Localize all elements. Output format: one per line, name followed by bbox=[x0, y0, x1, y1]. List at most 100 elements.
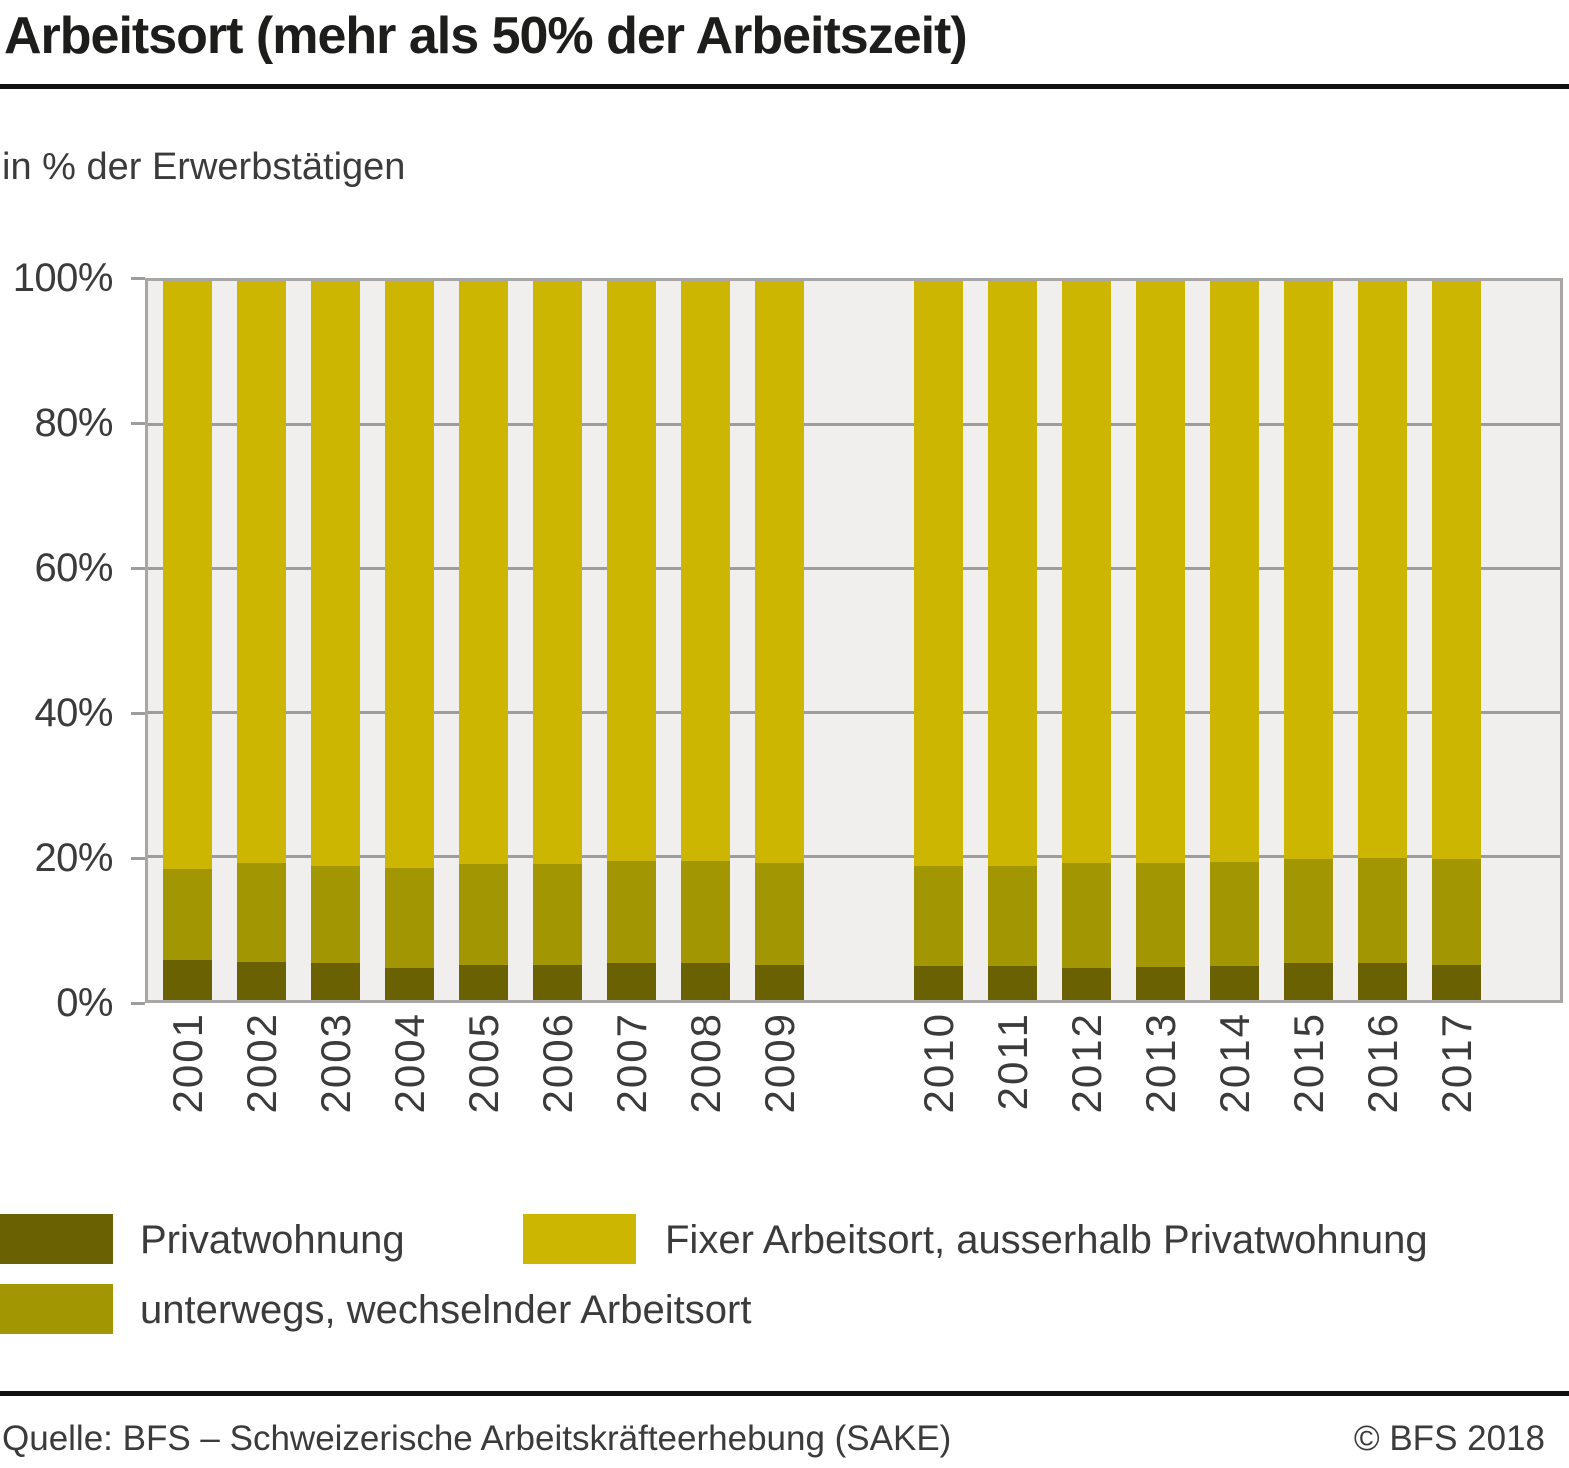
y-axis-tick-60 bbox=[131, 566, 145, 570]
x-label-slot-2016: 2016 bbox=[1358, 1012, 1407, 1162]
stacked-bar-chart: 0% 20% 40% 60% 80% 100% 2001 2002 2003 2004 2005 2… bbox=[0, 256, 1569, 1178]
x-label-slot-2003: 2003 bbox=[311, 1012, 360, 1162]
segment-unterwegs-2015 bbox=[1284, 859, 1333, 964]
segment-unterwegs-2009 bbox=[755, 863, 804, 965]
x-axis-label-2012: 2012 bbox=[1062, 1012, 1110, 1114]
legend-swatch-unterwegs bbox=[0, 1284, 113, 1334]
segment-fixer-arbeitsort-2005 bbox=[459, 281, 508, 865]
y-axis-label-20: 20% bbox=[34, 836, 113, 880]
gridline-40 bbox=[148, 710, 1560, 714]
segment-privatwohnung-2002 bbox=[237, 961, 286, 1000]
segment-unterwegs-2005 bbox=[459, 864, 508, 966]
bar-2002 bbox=[237, 281, 286, 1000]
segment-unterwegs-2001 bbox=[163, 869, 212, 960]
x-label-slot-2005: 2005 bbox=[459, 1012, 508, 1162]
bar-2011 bbox=[988, 281, 1037, 1000]
chart-subtitle: in % der Erwerbstätigen bbox=[2, 146, 406, 188]
segment-privatwohnung-2011 bbox=[988, 966, 1037, 1000]
segment-unterwegs-2004 bbox=[385, 868, 434, 968]
page-title: Arbeitsort (mehr als 50% der Arbeitszeit… bbox=[4, 7, 968, 65]
segment-fixer-arbeitsort-2012 bbox=[1062, 281, 1111, 864]
x-axis-label-2017: 2017 bbox=[1432, 1012, 1480, 1114]
segment-fixer-arbeitsort-2002 bbox=[237, 281, 286, 864]
segment-privatwohnung-2001 bbox=[163, 959, 212, 1000]
segment-fixer-arbeitsort-2015 bbox=[1284, 281, 1333, 860]
y-axis: 0% 20% 40% 60% 80% 100% bbox=[0, 256, 145, 1025]
x-label-slot-2009: 2009 bbox=[755, 1012, 804, 1162]
x-axis-label-2014: 2014 bbox=[1210, 1012, 1258, 1114]
segment-fixer-arbeitsort-2001 bbox=[163, 281, 212, 870]
bar-2016 bbox=[1358, 281, 1407, 1000]
segment-privatwohnung-2009 bbox=[755, 964, 804, 1000]
segment-unterwegs-2017 bbox=[1432, 859, 1481, 965]
y-axis-label-0: 0% bbox=[56, 981, 113, 1025]
x-label-slot-2002: 2002 bbox=[237, 1012, 286, 1162]
x-axis-label-2009: 2009 bbox=[755, 1012, 803, 1114]
segment-fixer-arbeitsort-2004 bbox=[385, 281, 434, 869]
x-axis-label-2008: 2008 bbox=[681, 1012, 729, 1114]
copyright-text: © BFS 2018 bbox=[1353, 1419, 1545, 1458]
segment-privatwohnung-2016 bbox=[1358, 962, 1407, 1000]
x-label-slot-2013: 2013 bbox=[1136, 1012, 1185, 1162]
x-axis-label-2013: 2013 bbox=[1136, 1012, 1184, 1114]
y-axis-label-40: 40% bbox=[34, 691, 113, 735]
segment-unterwegs-2012 bbox=[1062, 863, 1111, 968]
y-axis-label-60: 60% bbox=[34, 546, 113, 590]
bar-2006 bbox=[533, 281, 582, 1000]
bar-2015 bbox=[1284, 281, 1333, 1000]
y-axis-label-80: 80% bbox=[34, 401, 113, 445]
x-label-slot-2014: 2014 bbox=[1210, 1012, 1259, 1162]
bar-2014 bbox=[1210, 281, 1259, 1000]
title-divider bbox=[0, 84, 1569, 89]
x-axis-label-2005: 2005 bbox=[459, 1012, 507, 1114]
source-text: Quelle: BFS – Schweizerische Arbeitskräf… bbox=[2, 1419, 952, 1458]
footer: Quelle: BFS – Schweizerische Arbeitskräf… bbox=[2, 1416, 1545, 1462]
segment-fixer-arbeitsort-2016 bbox=[1358, 281, 1407, 858]
x-label-slot-2010: 2010 bbox=[914, 1012, 963, 1162]
segment-fixer-arbeitsort-2013 bbox=[1136, 281, 1185, 863]
segment-unterwegs-2014 bbox=[1210, 861, 1259, 967]
y-axis-tick-80 bbox=[131, 421, 145, 425]
x-axis-label-2016: 2016 bbox=[1358, 1012, 1406, 1114]
x-label-slot-2008: 2008 bbox=[681, 1012, 730, 1162]
x-axis-label-2001: 2001 bbox=[163, 1012, 211, 1114]
x-label-slot-2006: 2006 bbox=[533, 1012, 582, 1162]
x-label-slot-2015: 2015 bbox=[1284, 1012, 1333, 1162]
segment-fixer-arbeitsort-2003 bbox=[311, 281, 360, 866]
y-axis-tick-0 bbox=[131, 1001, 145, 1005]
segment-privatwohnung-2015 bbox=[1284, 963, 1333, 1000]
segment-privatwohnung-2005 bbox=[459, 965, 508, 1000]
bar-2005 bbox=[459, 281, 508, 1000]
segment-fixer-arbeitsort-2010 bbox=[914, 281, 963, 867]
segment-privatwohnung-2003 bbox=[311, 963, 360, 1000]
segment-unterwegs-2003 bbox=[311, 865, 360, 964]
legend-label-privatwohnung: Privatwohnung bbox=[140, 1218, 405, 1262]
legend-swatch-privatwohnung bbox=[0, 1214, 113, 1264]
segment-fixer-arbeitsort-2011 bbox=[988, 281, 1037, 866]
segment-fixer-arbeitsort-2014 bbox=[1210, 281, 1259, 862]
segment-privatwohnung-2007 bbox=[607, 963, 656, 1000]
segment-privatwohnung-2004 bbox=[385, 967, 434, 1000]
bar-2008 bbox=[681, 281, 730, 1000]
x-label-slot-2007: 2007 bbox=[607, 1012, 656, 1162]
bar-2001 bbox=[163, 281, 212, 1000]
segment-fixer-arbeitsort-2007 bbox=[607, 281, 656, 861]
gridline-20 bbox=[148, 854, 1560, 858]
x-axis-label-2004: 2004 bbox=[385, 1012, 433, 1114]
segment-unterwegs-2013 bbox=[1136, 862, 1185, 967]
bars-container bbox=[148, 281, 1560, 1000]
x-label-slot-2001: 2001 bbox=[163, 1012, 212, 1162]
segment-fixer-arbeitsort-2017 bbox=[1432, 281, 1481, 860]
y-axis-tick-100 bbox=[131, 276, 145, 280]
segment-unterwegs-2006 bbox=[533, 864, 582, 965]
x-axis: 2001 2002 2003 2004 2005 2006 2007 2008 2009 2010… bbox=[148, 1012, 1560, 1172]
x-axis-label-2006: 2006 bbox=[533, 1012, 581, 1114]
bar-2012 bbox=[1062, 281, 1111, 1000]
x-axis-label-2015: 2015 bbox=[1284, 1012, 1332, 1114]
segment-fixer-arbeitsort-2006 bbox=[533, 281, 582, 865]
segment-unterwegs-2016 bbox=[1358, 857, 1407, 963]
segment-privatwohnung-2017 bbox=[1432, 964, 1481, 1000]
bar-2009 bbox=[755, 281, 804, 1000]
segment-unterwegs-2011 bbox=[988, 865, 1037, 967]
bar-2017 bbox=[1432, 281, 1481, 1000]
